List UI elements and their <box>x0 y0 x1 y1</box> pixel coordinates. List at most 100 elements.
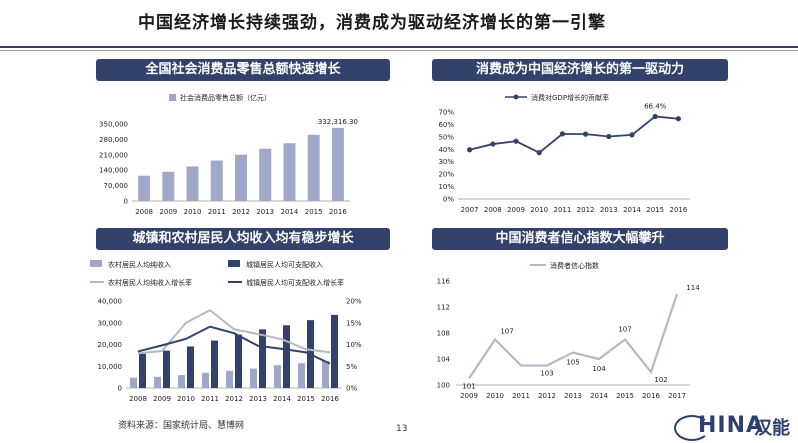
income-x-tick: 2012 <box>225 395 243 403</box>
income-y-left-tick: 40,000 <box>98 298 123 306</box>
gdp-point <box>652 113 658 120</box>
title-rule-thin <box>0 50 798 51</box>
retail-bar <box>235 154 247 201</box>
income-x-tick: 2014 <box>273 395 291 403</box>
gdp-point <box>536 150 542 156</box>
conf-x-tick: 2009 <box>460 392 478 400</box>
income-bar-urban <box>163 350 170 388</box>
conf-y-tick: 108 <box>437 330 450 338</box>
income-y-left-tick: 10,000 <box>98 363 123 371</box>
gdp-y-tick: 10% <box>438 183 454 191</box>
income-bar-urban <box>139 353 146 388</box>
conf-x-tick: 2017 <box>668 392 686 400</box>
conf-data-label: 114 <box>686 284 700 292</box>
income-y-left-tick: 30,000 <box>98 319 123 327</box>
conf-y-tick: 104 <box>437 356 451 364</box>
income-bar-rural <box>154 376 161 388</box>
gdp-point <box>675 116 682 122</box>
retail-y-tick: 0 <box>124 198 128 206</box>
conf-x-tick: 2013 <box>564 392 582 400</box>
gdp-x-tick: 2013 <box>600 206 618 214</box>
title-rule <box>0 46 798 48</box>
income-legend-swatch <box>228 260 240 267</box>
income-legend-label: 城镇居民人均可支配收入 <box>246 260 323 269</box>
gdp-y-tick: 0% <box>443 196 454 204</box>
gdp-y-tick: 20% <box>438 171 454 179</box>
retail-bar <box>331 127 344 201</box>
retail-x-tick: 2014 <box>281 208 299 216</box>
conf-y-tick: 100 <box>437 382 450 390</box>
conf-x-tick: 2014 <box>590 392 608 400</box>
income-bar-urban <box>211 340 218 388</box>
income-bar-urban <box>259 329 266 388</box>
retail-legend-label: 社会消费品零售总额（亿元） <box>180 93 271 102</box>
income-bar-urban <box>283 325 290 388</box>
income-bar-urban <box>331 314 338 388</box>
income-y-right-tick: 5% <box>346 363 357 371</box>
gdp-point <box>513 138 519 144</box>
conf-legend-label: 消费者信心指数 <box>550 261 599 270</box>
income-legend-label: 农村居民人均纯收入 <box>108 260 171 269</box>
retail-data-label: 332,316.30 <box>318 118 358 126</box>
retail-bar <box>162 171 175 201</box>
page-title: 中国经济增长持续强劲，消费成为驱动经济增长的第一引擎 <box>138 13 606 33</box>
gdp-x-tick: 2009 <box>507 206 525 214</box>
retail-bar <box>259 148 272 201</box>
conf-x-tick: 2011 <box>512 392 530 400</box>
conf-data-label: 102 <box>654 376 667 384</box>
conf-data-label: 104 <box>592 365 606 373</box>
retail-y-tick: 140,000 <box>99 167 128 175</box>
conf-series-line <box>468 293 679 380</box>
gdp-y-tick: 70% <box>438 109 454 117</box>
conf-data-label: 103 <box>540 370 553 378</box>
income-bar-urban <box>235 334 242 388</box>
retail-bar <box>210 160 223 201</box>
conf-data-label: 107 <box>618 326 631 334</box>
gdp-x-tick: 2015 <box>646 206 664 214</box>
income-bar-rural <box>298 363 305 388</box>
income-bar-rural <box>250 368 257 388</box>
source-note: 资料来源：国家统计局、慧博网 <box>118 421 245 431</box>
gdp-series-line <box>469 115 679 154</box>
retail-x-tick: 2016 <box>329 208 347 216</box>
conf-data-label: 105 <box>566 359 579 367</box>
conf-y-tick: 112 <box>437 304 450 312</box>
income-x-tick: 2016 <box>321 395 339 403</box>
income-x-tick: 2011 <box>201 395 219 403</box>
retail-x-tick: 2012 <box>232 208 250 216</box>
gdp-legend-label: 消费对GDP增长的贡献率 <box>531 93 609 102</box>
income-line-rural <box>137 308 331 355</box>
conf-x-tick: 2012 <box>538 392 556 400</box>
panel-title-confidence: 中国消费者信心指数大幅攀升 <box>432 228 728 250</box>
income-x-tick: 2009 <box>153 395 171 403</box>
income-x-tick: 2010 <box>177 395 195 403</box>
logo-cn: 汉能 <box>754 418 790 439</box>
retail-bar <box>307 134 320 201</box>
income-y-right-tick: 20% <box>346 298 362 306</box>
company-logo: HINA 汉能 <box>674 413 790 441</box>
retail-x-tick: 2009 <box>159 208 177 216</box>
gdp-y-tick: 30% <box>438 158 454 166</box>
gdp-point <box>467 147 473 153</box>
conf-y-tick: 116 <box>437 278 451 286</box>
retail-bar <box>138 175 151 201</box>
gdp-y-tick: 50% <box>438 133 454 141</box>
gdp-point <box>629 132 635 138</box>
income-bar-rural <box>274 365 281 388</box>
gdp-y-tick: 40% <box>438 146 454 154</box>
conf-x-tick: 2010 <box>486 392 504 400</box>
income-y-left-tick: 0 <box>118 385 122 393</box>
panel-title-income: 城镇和农村居民人均收入均有稳步增长 <box>96 228 390 250</box>
retail-x-tick: 2013 <box>256 208 274 216</box>
income-bar-urban <box>187 346 194 388</box>
retail-x-tick: 2010 <box>184 208 202 216</box>
gdp-data-label: 66.4% <box>644 102 667 110</box>
income-bar-rural <box>322 361 329 388</box>
income-y-right-tick: 10% <box>346 341 362 349</box>
income-x-tick: 2008 <box>129 395 147 403</box>
income-y-right-tick: 0% <box>346 385 357 393</box>
income-line-urban <box>137 325 331 365</box>
retail-y-tick: 350,000 <box>99 121 128 129</box>
income-x-tick: 2013 <box>249 395 267 403</box>
